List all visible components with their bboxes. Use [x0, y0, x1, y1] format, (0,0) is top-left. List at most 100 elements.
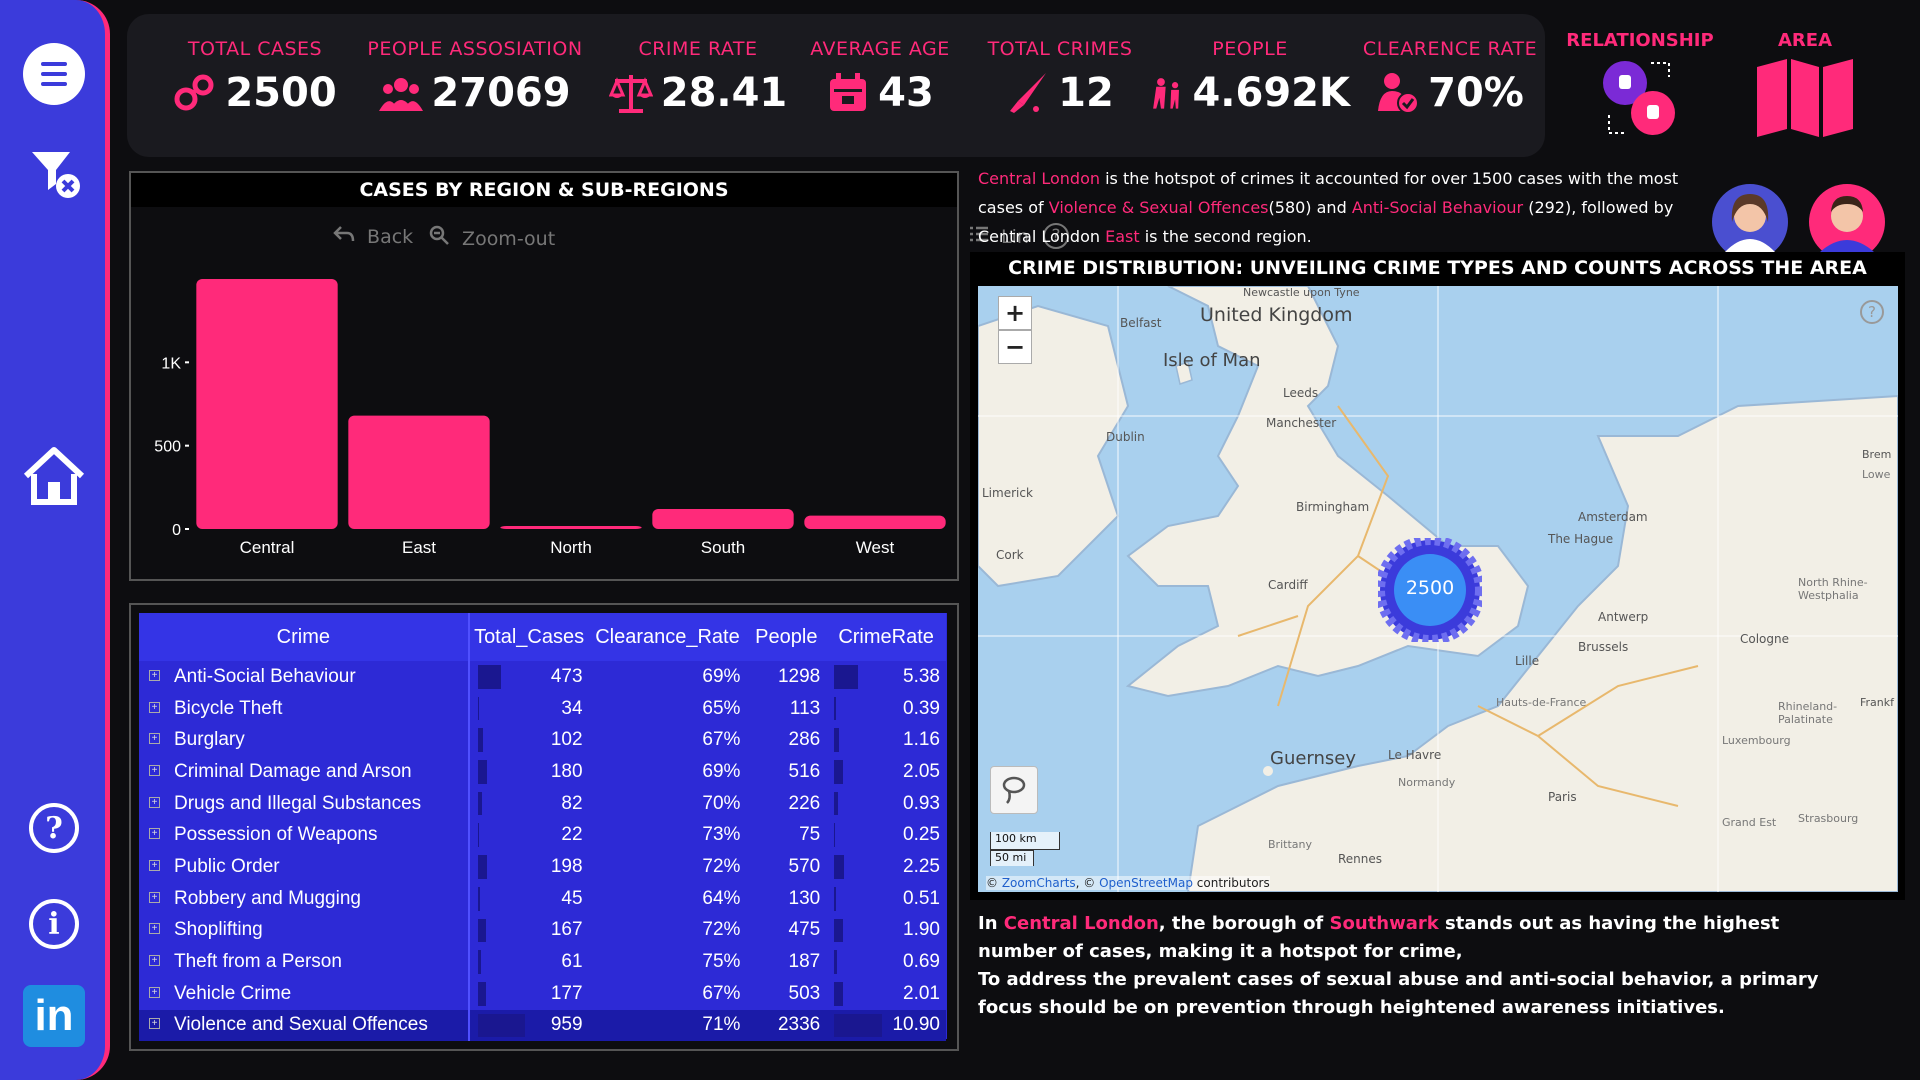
- table-row[interactable]: + Public Order 198 72% 570 2.25: [139, 851, 946, 883]
- crimerate-cell: 10.90: [826, 1009, 946, 1042]
- bar-west[interactable]: [804, 515, 946, 529]
- crime-map[interactable]: Newcastle upon Tyne United Kingdom Belfa…: [978, 286, 1898, 892]
- map-attribution: © ZoomCharts, © OpenStreetMap contributo…: [986, 876, 1270, 890]
- home-icon[interactable]: [22, 444, 86, 508]
- chart-help-icon[interactable]: ?: [1043, 223, 1069, 249]
- crime-table-panel: Crime Total_Cases Clearance_Rate People …: [129, 603, 959, 1051]
- people-cell: 130: [788, 887, 821, 909]
- linkedin-icon[interactable]: in: [22, 984, 86, 1048]
- map-label: North Rhine-Westphalia: [1798, 576, 1868, 602]
- crime-name: Burglary: [174, 729, 245, 751]
- kpi-clearance-rate: CLEARENCE RATE 70%: [1355, 38, 1545, 116]
- table-row[interactable]: + Drugs and Illegal Substances 82 70% 226 0.9…: [139, 787, 946, 820]
- table-row[interactable]: + Burglary 102 67% 286 1.16: [139, 724, 946, 757]
- col-people[interactable]: People: [746, 613, 827, 661]
- map-zoom-in-button[interactable]: +: [998, 296, 1032, 330]
- clearance-cell: 69%: [702, 760, 741, 782]
- x-tick-label: Central: [240, 538, 295, 557]
- crime-name: Shoplifting: [174, 919, 263, 941]
- crime-cell: + Violence and Sexual Offences: [139, 1009, 470, 1042]
- clearance-cell: 67%: [702, 729, 741, 751]
- scale-mi: 50 mi: [990, 850, 1034, 866]
- bar-central[interactable]: [196, 279, 338, 529]
- relationship-link[interactable]: RELATIONSHIP: [1565, 30, 1715, 145]
- expand-icon[interactable]: +: [149, 828, 160, 840]
- table-row[interactable]: + Robbery and Mugging 45 64% 130 0.51: [139, 882, 946, 915]
- crime-name: Bicycle Theft: [174, 697, 283, 719]
- bar-east[interactable]: [348, 415, 490, 529]
- col-crimerate[interactable]: CrimeRate: [826, 613, 946, 661]
- linear-scale-toggle[interactable]: Lin: [969, 225, 1029, 248]
- person-check-icon: [1378, 73, 1420, 114]
- table-row[interactable]: + Shoplifting 167 72% 475 1.90: [139, 914, 946, 947]
- crime-cluster-marker[interactable]: [1378, 538, 1482, 642]
- menu-icon[interactable]: [22, 42, 86, 106]
- calendar-icon: [830, 73, 867, 111]
- expand-icon[interactable]: +: [149, 764, 160, 776]
- bar-north[interactable]: [500, 526, 642, 529]
- help-icon[interactable]: ?: [22, 796, 86, 860]
- kpi-people-association: PEOPLE ASSOSIATION 27069: [365, 38, 585, 116]
- expand-icon[interactable]: +: [149, 796, 160, 808]
- expand-icon[interactable]: +: [149, 923, 160, 935]
- table-row[interactable]: + Violence and Sexual Offences 959 71% 2336 1…: [139, 1009, 946, 1042]
- clear-filter-icon[interactable]: [22, 140, 86, 204]
- back-button[interactable]: Back: [333, 225, 413, 248]
- crimerate-cell: 2.25: [826, 851, 946, 883]
- group-icon: [379, 78, 424, 111]
- expand-icon[interactable]: +: [149, 669, 160, 681]
- map-label: Le Havre: [1388, 748, 1442, 762]
- map-zoom-out-button[interactable]: −: [998, 330, 1032, 364]
- expand-icon[interactable]: +: [149, 701, 160, 713]
- crime-name: Theft from a Person: [174, 951, 342, 973]
- map-title: CRIME DISTRIBUTION: UNVEILING CRIME TYPE…: [1008, 257, 1867, 279]
- info-icon[interactable]: i: [22, 892, 86, 956]
- zoomcharts-link[interactable]: ZoomCharts: [1001, 876, 1076, 890]
- table-row[interactable]: + Bicycle Theft 34 65% 113 0.39: [139, 692, 946, 725]
- expand-icon[interactable]: +: [149, 733, 160, 745]
- zoom-out-button[interactable]: Zoom-out: [428, 225, 555, 250]
- crimerate-cell: 1.90: [826, 915, 946, 947]
- expand-icon[interactable]: +: [149, 891, 160, 903]
- col-total-cases[interactable]: Total_Cases: [468, 613, 589, 661]
- lasso-select-button[interactable]: [990, 766, 1038, 814]
- area-link[interactable]: AREA: [1740, 30, 1870, 141]
- expand-icon[interactable]: +: [149, 986, 160, 998]
- openstreetmap-link[interactable]: OpenStreetMap: [1099, 876, 1193, 890]
- map-label: Cologne: [1740, 632, 1790, 646]
- clearance-cell: 72%: [702, 919, 741, 941]
- crimerate-databar: [834, 855, 845, 879]
- table-row[interactable]: + Vehicle Crime 177 67% 503 2.01: [139, 977, 946, 1010]
- y-tick: [185, 528, 189, 530]
- expand-icon[interactable]: +: [149, 859, 160, 871]
- people-cell: 113: [789, 697, 821, 719]
- col-crime[interactable]: Crime: [139, 613, 470, 661]
- crime-cell: + Criminal Damage and Arson: [139, 756, 470, 788]
- map-label: Antwerp: [1598, 610, 1649, 624]
- col-clearance-rate[interactable]: Clearance_Rate: [588, 613, 747, 661]
- total-cases-cell: 180: [469, 756, 589, 788]
- table-row[interactable]: + Anti-Social Behaviour 473 69% 1298 5.38: [139, 661, 946, 693]
- total-cases-cell: 167: [469, 915, 589, 947]
- map-help-icon[interactable]: ?: [1860, 300, 1884, 324]
- kpi-value: 27069: [431, 70, 571, 116]
- expand-icon[interactable]: +: [149, 955, 160, 967]
- table-row[interactable]: + Possession of Weapons 22 73% 75 0.25: [139, 819, 946, 852]
- cases-databar: [477, 918, 486, 943]
- crime-name: Anti-Social Behaviour: [174, 665, 356, 687]
- bar-south[interactable]: [652, 509, 794, 529]
- y-tick-label: 1K: [161, 355, 181, 372]
- crimerate-databar: [834, 918, 843, 943]
- crime-name: Vehicle Crime: [174, 982, 292, 1004]
- crime-cell: + Drugs and Illegal Substances: [139, 787, 470, 820]
- bar-chart: 0 500 1K Central East North South West: [154, 279, 946, 557]
- map-label: Guernsey: [1270, 748, 1357, 769]
- table-row[interactable]: + Theft from a Person 61 75% 187 0.69: [139, 946, 946, 978]
- expand-icon[interactable]: +: [149, 1018, 160, 1030]
- crime-name: Drugs and Illegal Substances: [174, 792, 422, 814]
- map-label: Luxembourg: [1722, 734, 1791, 747]
- crimerate-cell: 2.05: [826, 756, 946, 788]
- cases-databar: [477, 791, 482, 816]
- table-row[interactable]: + Criminal Damage and Arson 180 69% 516 2.05: [139, 756, 946, 788]
- map-label: Manchester: [1266, 416, 1337, 430]
